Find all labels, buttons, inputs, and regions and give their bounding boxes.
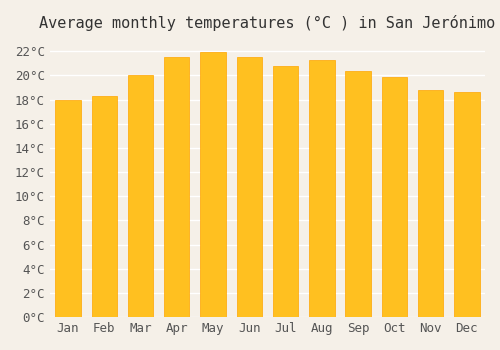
Bar — [418, 90, 444, 317]
Bar — [454, 92, 479, 317]
Bar — [309, 60, 334, 317]
Bar — [164, 57, 190, 317]
Bar — [346, 71, 371, 317]
Bar — [236, 57, 262, 317]
Bar — [92, 96, 117, 317]
Bar — [200, 52, 226, 317]
Bar — [128, 75, 153, 317]
Bar — [273, 66, 298, 317]
Bar — [56, 99, 80, 317]
Title: Average monthly temperatures (°C ) in San Jerónimo: Average monthly temperatures (°C ) in Sa… — [40, 15, 496, 31]
Bar — [382, 77, 407, 317]
